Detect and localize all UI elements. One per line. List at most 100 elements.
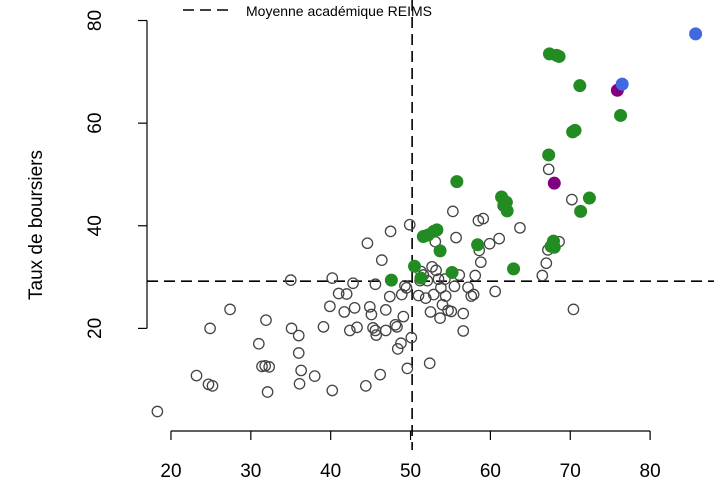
data-point-open [424,306,437,318]
data-point-open [190,369,203,382]
data-point-open [359,379,372,392]
data-point-open [457,325,470,337]
data-point-open [430,264,442,277]
data-point-green [568,123,582,137]
data-point-open [389,318,402,331]
data-point-green [547,240,561,254]
x-tick-label: 60 [480,461,501,482]
data-point-open [474,256,487,269]
data-point-open [324,300,336,313]
data-point-open [370,329,383,341]
data-point-open [483,237,496,250]
data-point-green [542,148,556,162]
data-points [151,27,703,418]
data-point-open [332,287,345,300]
data-point-open [399,279,411,292]
data-point-open [261,386,274,398]
data-point-open [292,329,305,342]
data-point-open [375,254,388,266]
data-point-open [347,277,359,290]
data-point-open [432,273,445,285]
legend-label: Moyenne académique REIMS [246,3,432,19]
data-point-open [465,290,478,302]
y-tick-label: 40 [85,215,106,236]
data-point-open [514,221,526,234]
data-point-open [284,274,297,286]
data-point-open [369,278,382,291]
data-point-open [384,225,397,238]
data-point-open [263,361,276,373]
data-point-open [405,331,418,344]
x-tick-label: 40 [320,461,341,482]
data-point-open [445,305,458,318]
data-point-green [552,49,566,63]
data-point-open [351,321,363,334]
data-point-open [363,300,376,313]
y-tick-label: 20 [85,318,106,339]
data-point-green [614,108,628,122]
x-tick-label: 30 [240,461,261,482]
data-point-open [204,322,216,335]
data-point-open [338,306,351,318]
data-point-open [536,269,549,282]
data-point-blue [615,77,629,91]
data-point-green [433,244,447,258]
data-point-open [477,212,490,225]
axes: 20 30 40 50 60 70 80 20 40 60 80 [85,10,661,482]
x-tick-label: 20 [160,461,181,482]
x-tick-label: 80 [640,461,661,482]
data-point-open [542,163,555,176]
data-point-open [540,257,553,270]
data-point-open [467,288,480,301]
data-point-open [365,308,378,321]
data-point-purple [547,176,561,190]
y-axis-title: Taux de boursiers [26,150,47,300]
data-point-open [448,280,461,293]
data-point-open [379,324,392,337]
y-tick-label: 80 [85,10,106,31]
data-point-open [343,324,356,337]
data-point-open [293,377,306,390]
data-point-open [469,269,482,282]
data-point-green [500,204,514,218]
data-point-open [295,364,307,377]
data-point-open [427,288,440,301]
data-point-open [260,314,272,327]
data-point-open [383,290,396,303]
x-ticks: 20 30 40 50 60 70 80 [160,431,661,482]
data-point-open [361,237,374,250]
data-point-open [252,337,265,350]
data-point-green [582,191,596,205]
data-point-open [391,343,404,355]
data-point-open [493,232,506,245]
data-point-open [423,357,436,370]
data-point-open [426,260,438,273]
y-ticks: 20 40 60 80 [85,10,147,339]
data-point-open [400,281,413,294]
data-point-open [447,205,459,218]
data-point-open [367,322,379,334]
data-point-open [308,370,321,382]
data-point-open [326,272,339,284]
data-point-green [450,175,464,189]
data-point-open [566,193,578,206]
data-point-open [224,303,236,316]
data-point-open [340,288,353,300]
data-point-open [151,405,164,418]
legend: Moyenne académique REIMS [183,3,432,19]
data-point-open [374,368,387,381]
data-point-open [412,289,425,302]
data-point-open [403,218,416,231]
data-point-green [573,79,587,93]
reference-lines [147,0,714,450]
data-point-open [326,384,339,397]
data-point-open [439,290,452,302]
data-point-open [292,347,305,359]
data-point-open [419,292,432,304]
data-point-green [445,265,459,279]
data-point-open [457,307,470,320]
data-point-green [408,259,422,273]
x-tick-label: 50 [400,461,421,482]
data-point-open [391,320,403,333]
